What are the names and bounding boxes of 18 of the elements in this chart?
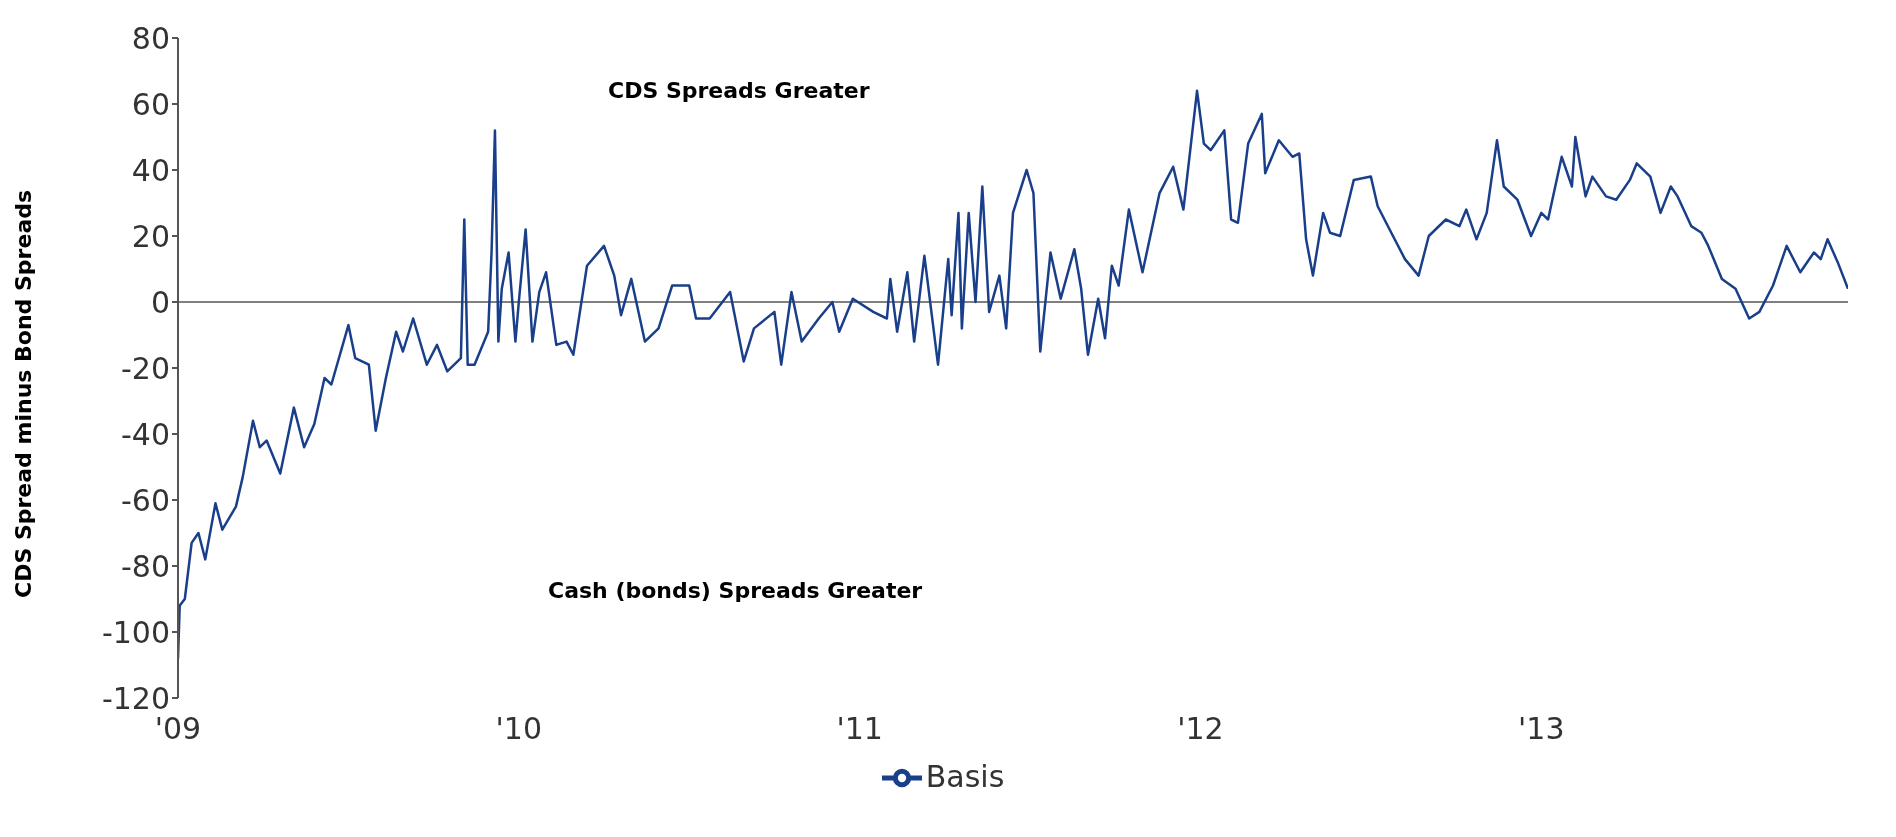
legend-label: Basis	[925, 758, 1005, 794]
y-tick-label: -20	[121, 350, 170, 386]
y-tick-label: 60	[131, 86, 170, 122]
y-axis-title: CDS Spread minus Bond Spreads	[10, 189, 36, 598]
x-tick-label: '13	[1518, 711, 1565, 747]
y-tick-label: -100	[101, 614, 170, 650]
y-tick-label: 40	[131, 152, 170, 188]
y-tick-label: 20	[131, 218, 170, 254]
x-tick-label: '10	[495, 711, 543, 747]
annotation: Cash (bonds) Spreads Greater	[548, 578, 923, 603]
y-tick-label: 80	[131, 20, 170, 56]
y-tick-label: 0	[150, 284, 170, 320]
x-tick-label: '11	[836, 711, 883, 747]
y-tick-label: -40	[121, 416, 170, 452]
x-tick-label: '12	[1177, 711, 1224, 747]
y-tick-label: -80	[121, 548, 170, 584]
y-tick-label: -60	[121, 482, 170, 518]
annotation: CDS Spreads Greater	[608, 78, 870, 103]
